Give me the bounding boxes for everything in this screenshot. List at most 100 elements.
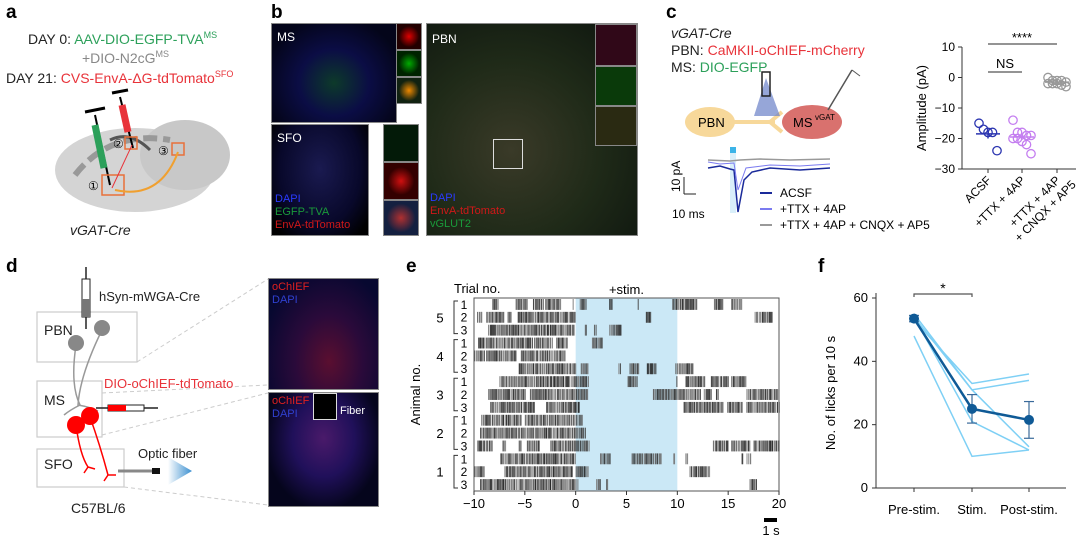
e-lick-tick (647, 363, 649, 375)
e-lick-tick (552, 389, 554, 400)
e-lick-tick (520, 427, 522, 439)
e-lick-tick (513, 466, 515, 478)
e-lick-tick (752, 479, 754, 490)
e-lick-tick (492, 337, 494, 349)
e-lick-tick (607, 479, 609, 490)
e-lick-tick (527, 337, 529, 349)
e-lick-tick (517, 299, 519, 310)
e-lick-tick (548, 299, 550, 310)
e-lick-tick (689, 299, 691, 310)
e-lick-tick (507, 324, 509, 336)
e-lick-tick (483, 466, 485, 478)
e-lick-tick (654, 453, 656, 465)
e-lick-tick (559, 311, 561, 323)
e-lick-tick (570, 414, 572, 426)
e-lick-tick (646, 311, 648, 323)
e-lick-tick (772, 401, 774, 413)
e-lick-tick (552, 363, 554, 375)
e-lick-tick (517, 337, 519, 349)
e-lick-tick (685, 376, 687, 388)
e-lick-tick (630, 376, 632, 388)
e-lick-tick (517, 401, 519, 413)
e-lick-tick (572, 401, 574, 413)
e-lick-tick (692, 389, 694, 400)
e-lick-tick (554, 440, 556, 452)
e-lick-tick (685, 401, 687, 413)
e-lick-tick (542, 363, 544, 375)
e-lick-tick (573, 363, 575, 375)
e-lick-tick (582, 376, 584, 388)
e-lick-tick (578, 440, 580, 452)
e-lick-tick (768, 389, 770, 400)
e-lick-tick (587, 363, 589, 375)
e-lick-tick (492, 479, 494, 490)
e-lick-tick (586, 376, 588, 388)
e-lick-tick (593, 337, 595, 349)
e-lick-tick (524, 401, 526, 413)
e-lick-tick (512, 337, 514, 349)
e-lick-tick (643, 453, 645, 465)
e-lick-tick (722, 376, 724, 388)
e-lick-tick (755, 479, 757, 490)
e-lick-tick (539, 427, 541, 439)
e-lick-tick (739, 299, 741, 310)
e-lick-tick (761, 401, 763, 413)
e-lick-tick (474, 466, 476, 478)
e-lick-tick (578, 376, 580, 388)
pbn-legend-dapi: DAPI (430, 192, 456, 204)
e-lick-tick (731, 299, 733, 310)
e-lick-tick (503, 337, 505, 349)
e-lick-tick (488, 414, 490, 426)
e-lick-tick (558, 414, 560, 426)
e-lick-tick (676, 376, 678, 388)
e-lick-tick (522, 453, 524, 465)
e-lick-tick (646, 363, 648, 375)
e-lick-tick (550, 376, 553, 388)
e-lick-tick (551, 479, 553, 490)
e-lick-tick (535, 440, 537, 452)
e-lick-tick (542, 389, 544, 400)
e-lick-tick (513, 427, 515, 439)
e-lick-tick (544, 479, 546, 490)
e-lick-tick (528, 414, 530, 426)
c-sig-label: **** (1012, 30, 1032, 45)
ms-inset-red (396, 23, 422, 50)
e-lick-tick (540, 389, 542, 400)
e-lick-tick (499, 350, 501, 362)
e-lick-tick (676, 389, 678, 400)
e-lick-tick (723, 376, 725, 388)
e-lick-tick (771, 440, 773, 452)
e-lick-tick (696, 401, 698, 413)
e-lick-tick (547, 311, 549, 323)
e-lick-tick (491, 337, 493, 349)
e-lick-tick (515, 324, 517, 336)
e-lick-tick (530, 440, 532, 452)
e-lick-tick (577, 427, 579, 439)
e-lick-tick (513, 324, 515, 336)
e-lick-tick (600, 337, 602, 349)
c-data-point (1052, 78, 1062, 89)
e-lick-tick (692, 401, 694, 413)
e-lick-tick (559, 479, 562, 490)
e-lick-tick (600, 453, 602, 465)
e-lick-tick (556, 324, 558, 336)
d-img1-dapi: DAPI (272, 294, 298, 306)
e-lick-tick (510, 389, 512, 400)
e-lick-tick (545, 350, 547, 362)
e-lick-tick (520, 363, 522, 375)
e-lick-tick (585, 324, 587, 336)
e-lick-tick (558, 453, 560, 465)
e-lick-tick (775, 440, 777, 452)
e-lick-tick (556, 479, 559, 490)
e-lick-tick (506, 376, 508, 388)
e-lick-tick (652, 389, 655, 400)
e-lick-tick (518, 401, 520, 413)
e-lick-tick (576, 427, 578, 439)
e-lick-tick (565, 311, 567, 323)
e-lick-tick (765, 401, 767, 413)
e-lick-tick (536, 311, 538, 323)
e-lick-tick (513, 389, 515, 400)
e-lick-tick (776, 389, 779, 400)
e-lick-tick (492, 311, 494, 323)
e-lick-tick (652, 363, 654, 375)
